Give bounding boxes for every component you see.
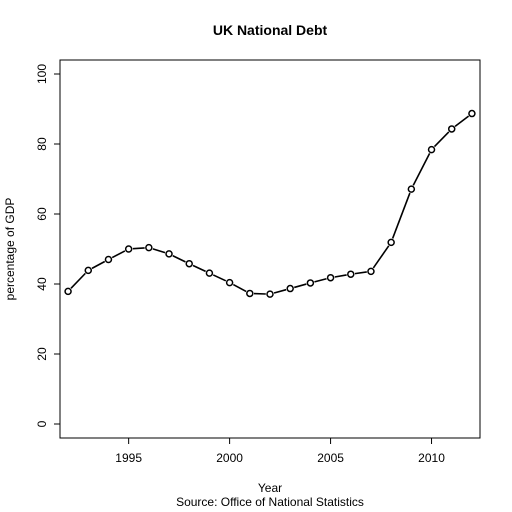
data-point-1995 [124,245,133,253]
y-tick-label-80: 80 [35,137,49,151]
x-tick-label-2010: 2010 [418,451,445,465]
source-caption: Source: Office of National Statistics [176,495,364,509]
series-0-segment-17 [412,152,431,186]
series-0-segment-19 [454,115,470,128]
data-point-2000 [225,278,234,287]
data-point-2010 [427,145,436,154]
data-point-1999 [205,269,214,277]
series-0-segment-18 [433,131,450,148]
x-tick-label-2000: 2000 [216,451,243,465]
series-0-segment-16 [391,192,411,239]
data-point-1997 [165,250,173,258]
data-point-1998 [185,259,193,268]
y-tick-label-40: 40 [35,277,49,291]
x-tick-label-2005: 2005 [317,451,344,465]
data-point-2007 [367,267,375,276]
series-0-segment-5 [172,255,186,263]
x-axis-label: Year [258,481,282,495]
data-point-1993 [84,266,93,275]
series-0-segment-7 [212,274,227,282]
series-0-segment-3 [132,247,145,250]
series-0-segment-14 [354,271,367,275]
plot-frame [59,59,481,439]
series-0-segment-10 [273,288,287,294]
y-tick-label-20: 20 [35,347,49,361]
series-0-segment-1 [91,260,106,270]
data-point-2005 [326,273,335,282]
series-0-segment-0 [70,272,86,289]
series-0-segment-12 [314,277,327,283]
series-0-segment-8 [232,283,247,293]
y-axis: 0 20 40 60 80 100 [35,64,60,427]
series-0-segment-6 [192,264,206,273]
data-point-2006 [347,270,355,278]
x-axis: 1995 2000 2005 2010 [115,438,445,465]
data-point-1996 [145,243,153,252]
data-point-1992 [64,287,72,296]
series-0-segment-13 [334,274,347,278]
data-point-2001 [246,289,254,298]
y-tick-label-100: 100 [35,64,49,84]
data-point-2008 [387,238,395,247]
data-point-2011 [447,125,456,133]
data-series [64,109,476,298]
series-0-segment-15 [372,245,390,269]
y-axis-label: percentage of GDP [3,198,17,301]
data-point-2012 [468,109,476,118]
data-point-2004 [306,279,315,287]
x-tick-label-1995: 1995 [115,451,142,465]
chart-title: UK National Debt [213,22,328,38]
series-0-segment-4 [152,248,166,254]
y-tick-label-60: 60 [35,207,49,221]
data-point-1994 [104,255,113,264]
series-0-segment-2 [111,250,126,259]
series-0-segment-11 [294,283,307,289]
data-point-2002 [266,290,274,298]
y-tick-label-0: 0 [35,420,49,427]
data-point-2009 [407,185,416,193]
data-point-2003 [286,284,294,293]
